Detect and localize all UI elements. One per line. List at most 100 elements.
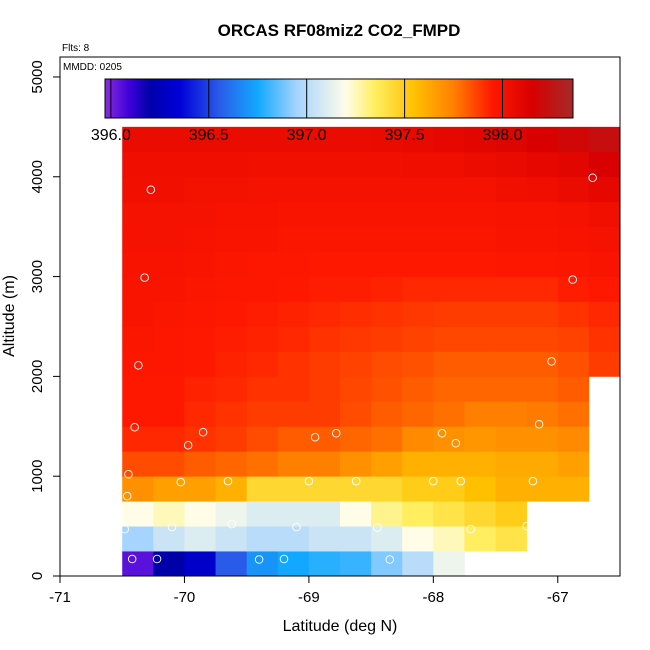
heatmap-cell bbox=[433, 251, 465, 277]
colorbar-tick-label: 396.0 bbox=[91, 127, 131, 144]
heatmap-cell bbox=[464, 401, 496, 427]
heatmap-cell bbox=[464, 151, 496, 178]
heatmap-cell bbox=[340, 376, 372, 402]
data-point bbox=[120, 524, 129, 534]
heatmap-cell bbox=[526, 451, 559, 477]
heatmap-cell bbox=[277, 351, 310, 377]
heatmap-cell bbox=[308, 451, 341, 477]
heatmap-cell bbox=[557, 276, 590, 302]
heatmap-cell bbox=[246, 126, 279, 153]
y-tick-label: 2000 bbox=[29, 360, 46, 393]
heatmap-cell bbox=[308, 526, 341, 552]
heatmap-cell bbox=[215, 126, 248, 153]
heatmap-cell bbox=[184, 201, 216, 228]
heatmap-cell bbox=[277, 476, 310, 502]
heatmap-cell bbox=[122, 301, 154, 327]
colorbar-gradient bbox=[104, 78, 574, 119]
colorbar-ticks: 396.0 396.5 397.0 397.5 398.0 bbox=[91, 79, 523, 144]
heatmap-cell bbox=[340, 251, 372, 277]
x-tick-label: -67 bbox=[547, 589, 569, 606]
heatmap-cell bbox=[277, 276, 310, 302]
heatmap-cell bbox=[464, 526, 496, 552]
heatmap-cell bbox=[308, 426, 341, 452]
heatmap-cell bbox=[277, 401, 310, 427]
heatmap-cell bbox=[153, 126, 185, 153]
heatmap-cell bbox=[340, 426, 372, 452]
heatmap-cell bbox=[588, 126, 621, 153]
heatmap-cell bbox=[122, 351, 154, 377]
heatmap-cell bbox=[495, 276, 528, 302]
heatmap-cell bbox=[215, 226, 248, 253]
y-tick-label: 1000 bbox=[29, 460, 46, 493]
heatmap-cell bbox=[184, 226, 216, 253]
y-tick-label: 0 bbox=[29, 572, 46, 580]
x-tick-label: -70 bbox=[174, 589, 196, 606]
data-point bbox=[588, 173, 597, 183]
heatmap-cell bbox=[371, 326, 403, 352]
heatmap-cell bbox=[433, 401, 465, 427]
data-point bbox=[146, 185, 156, 194]
heatmap-cell bbox=[464, 251, 496, 277]
heatmap-cell bbox=[371, 401, 403, 427]
heatmap-cell bbox=[340, 226, 372, 253]
heatmap-cell bbox=[215, 551, 248, 577]
heatmap-cell bbox=[153, 326, 185, 352]
heatmap-cell bbox=[464, 226, 496, 253]
heatmap-cell bbox=[153, 526, 185, 552]
heatmap-cell bbox=[588, 251, 621, 277]
colorbar-tick-label: 397.5 bbox=[385, 127, 425, 144]
heatmap-cell bbox=[495, 226, 528, 253]
heatmap-cell bbox=[402, 326, 434, 352]
heatmap-cell bbox=[402, 151, 434, 178]
heatmap-cell bbox=[464, 176, 496, 203]
colorbar-tick-label: 397.0 bbox=[287, 127, 327, 144]
heatmap-cell bbox=[215, 251, 248, 277]
heatmap-cell bbox=[246, 501, 279, 527]
heatmap-cell bbox=[557, 126, 590, 153]
heatmap-cell bbox=[402, 451, 434, 477]
heatmap-cell bbox=[277, 251, 310, 277]
heatmap-cell bbox=[215, 526, 248, 552]
heatmap-cell bbox=[371, 226, 403, 253]
heatmap-cell bbox=[246, 351, 279, 377]
heatmap-cell bbox=[277, 151, 310, 178]
heatmap-cell bbox=[433, 501, 465, 527]
heatmap-cell bbox=[153, 476, 185, 502]
heatmap-cell bbox=[122, 226, 154, 253]
y-axis: 0 1000 2000 3000 4000 5000 bbox=[29, 60, 60, 580]
heatmap-cell bbox=[308, 151, 341, 178]
heatmap-cell bbox=[464, 301, 496, 327]
heatmap-cell bbox=[184, 426, 216, 452]
heatmap-cell bbox=[340, 126, 372, 153]
heatmap-cell bbox=[433, 226, 465, 253]
data-point bbox=[568, 275, 577, 284]
heatmap-cell bbox=[153, 551, 185, 577]
colorbar: 396.0 396.5 397.0 397.5 398.0 bbox=[91, 78, 574, 144]
heatmap-cell bbox=[153, 201, 185, 228]
heatmap-cell bbox=[340, 201, 372, 228]
heatmap-cell bbox=[277, 201, 310, 228]
heatmap-cell bbox=[340, 476, 372, 502]
heatmap-cell bbox=[153, 251, 185, 277]
data-point bbox=[491, 554, 500, 564]
heatmap-cell bbox=[215, 451, 248, 477]
heatmap-cell bbox=[495, 351, 528, 377]
heatmap-cell bbox=[371, 501, 403, 527]
heatmap-cell bbox=[464, 476, 496, 502]
data-point bbox=[429, 476, 438, 486]
heatmap-cell bbox=[526, 426, 559, 452]
heatmap-cell bbox=[340, 151, 372, 178]
heatmap-cell bbox=[153, 451, 185, 477]
heatmap-cell bbox=[122, 276, 154, 302]
heatmap-cell bbox=[402, 476, 434, 502]
heatmap-cell bbox=[246, 376, 279, 402]
heatmap-cell bbox=[308, 276, 341, 302]
heatmap-cell bbox=[215, 301, 248, 327]
heatmap-cell bbox=[340, 326, 372, 352]
heatmap-cell bbox=[246, 476, 279, 502]
heatmap-cell bbox=[402, 526, 434, 552]
heatmap-cell bbox=[495, 376, 528, 402]
x-axis: -71 -70 -69 -68 -67 bbox=[49, 576, 569, 606]
heatmap-cell bbox=[588, 351, 621, 377]
heatmap-cell bbox=[122, 501, 154, 527]
